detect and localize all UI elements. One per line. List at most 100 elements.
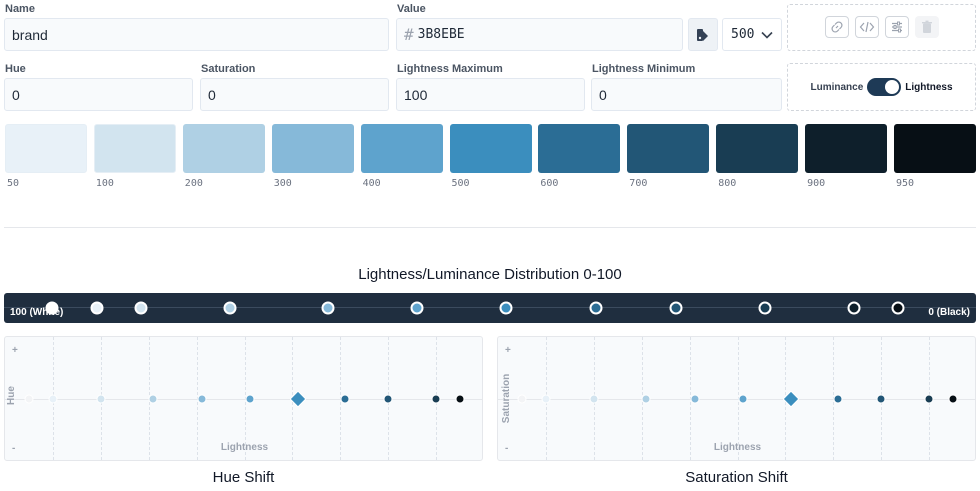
hash-symbol: # [404, 25, 414, 44]
distribution-handle-800[interactable] [758, 301, 772, 315]
hue-x-label: Lightness [220, 442, 269, 453]
name-label: Name [5, 3, 35, 15]
saturation-point-700[interactable] [876, 394, 886, 404]
palette-swatch-600[interactable] [538, 124, 621, 173]
saturation-point-600[interactable] [833, 394, 843, 404]
hue-point-100[interactable] [96, 394, 106, 404]
palette-swatch-500[interactable] [449, 124, 532, 173]
palette-swatch-950[interactable] [894, 124, 976, 173]
trash-icon [922, 20, 932, 33]
distribution-handle-500[interactable] [499, 301, 513, 315]
lightness-min-value: 0 [599, 86, 607, 103]
hue-grid-line [244, 337, 246, 460]
distribution-handle-900[interactable] [847, 301, 861, 315]
distribution-handle-100[interactable] [134, 301, 148, 315]
palette-swatch-50[interactable] [5, 124, 87, 173]
hue-point-50[interactable] [48, 394, 58, 404]
stop-select[interactable]: 500 [722, 18, 782, 51]
palette-stop-label: 500 [451, 178, 470, 189]
settings-button[interactable] [885, 16, 909, 38]
name-value: brand [12, 26, 48, 43]
saturation-label: Saturation [201, 63, 256, 75]
palette-swatch-400[interactable] [360, 124, 443, 173]
hue-point-400[interactable] [245, 394, 255, 404]
distribution-handle-200[interactable] [223, 301, 237, 315]
hex-value: 3B8EBE [417, 27, 465, 42]
distribution-title: Lightness/Luminance Distribution 0-100 [358, 266, 622, 283]
saturation-shift-title: Saturation Shift [685, 469, 788, 486]
lightness-max-value: 100 [404, 86, 428, 103]
section-divider [4, 227, 976, 228]
sliders-icon [892, 21, 902, 33]
hue-label: Hue [5, 63, 26, 75]
saturation-grid-line [689, 337, 691, 460]
name-input[interactable]: brand [4, 18, 389, 51]
hue-input[interactable]: 0 [4, 78, 193, 111]
distribution-handle-300[interactable] [321, 301, 335, 315]
hue-shift-graph[interactable]: + - Hue Lightness [4, 336, 483, 461]
distribution-handle-400[interactable] [410, 301, 424, 315]
distribution-handle-700[interactable] [669, 301, 683, 315]
saturation-point-50[interactable] [541, 394, 551, 404]
distribution-handle-50[interactable] [90, 301, 104, 315]
palette-swatch-100[interactable] [93, 124, 176, 173]
saturation-point-400[interactable] [738, 394, 748, 404]
saturation-point-800[interactable] [924, 394, 934, 404]
hue-point-800[interactable] [431, 394, 441, 404]
mode-toggle-switch[interactable] [867, 78, 902, 96]
palette-stop-label: 950 [896, 178, 915, 189]
saturation-point-white[interactable] [517, 394, 527, 404]
distribution-slider[interactable]: 100 (White) 0 (Black) [4, 293, 976, 323]
distribution-handle-600[interactable] [589, 301, 602, 315]
hex-input[interactable]: # 3B8EBE [396, 18, 683, 51]
hue-minus-label: - [12, 443, 16, 454]
palette-swatch-200[interactable] [182, 124, 265, 173]
lightness-max-input[interactable]: 100 [396, 78, 585, 111]
saturation-x-label: Lightness [713, 442, 762, 453]
toggle-knob [885, 80, 900, 94]
hue-point-white[interactable] [24, 394, 34, 404]
hue-value: 0 [12, 86, 20, 103]
lightness-min-label: Lightness Minimum [592, 63, 696, 75]
saturation-input[interactable]: 0 [200, 78, 389, 111]
lightness-min-input[interactable]: 0 [591, 78, 782, 111]
mode-toggle-panel: Luminance Lightness [787, 63, 976, 111]
white-end-label: 100 (White) [10, 307, 64, 318]
lightness-max-label: Lightness Maximum [397, 63, 503, 75]
hue-point-600[interactable] [340, 394, 350, 404]
distribution-handle-950[interactable] [891, 301, 905, 315]
saturation-point-200[interactable] [641, 394, 651, 404]
palette-stop-label: 300 [273, 178, 292, 189]
hue-point-200[interactable] [148, 394, 158, 404]
distribution-handle-white[interactable] [45, 301, 59, 315]
luminance-label: Luminance [810, 81, 864, 93]
hue-point-700[interactable] [383, 394, 393, 404]
palette-stop-label: 100 [95, 178, 114, 189]
hue-grid-line [196, 337, 198, 460]
delete-button[interactable] [915, 16, 939, 38]
saturation-point-950[interactable] [948, 394, 958, 404]
saturation-point-300[interactable] [690, 394, 700, 404]
palette-stop-label: 900 [807, 178, 826, 189]
palette-stop-label: 700 [629, 178, 648, 189]
palette-stop-label: 400 [362, 178, 381, 189]
saturation-y-label: Saturation [501, 373, 513, 424]
saturation-plus-label: + [505, 345, 511, 356]
saturation-shift-graph[interactable]: + - Saturation Lightness [497, 336, 976, 461]
stop-select-value: 500 [731, 27, 755, 42]
palette-swatch-300[interactable] [271, 124, 354, 173]
code-button[interactable] [855, 16, 879, 38]
hue-plus-label: + [12, 345, 18, 356]
hue-point-300[interactable] [197, 394, 207, 404]
palette-swatch-700[interactable] [627, 124, 710, 173]
hue-point-950[interactable] [455, 394, 465, 404]
palette-swatch-800[interactable] [716, 124, 799, 173]
color-picker-button[interactable] [688, 18, 718, 51]
saturation-minus-label: - [505, 443, 509, 454]
saturation-grid-line [737, 337, 739, 460]
code-icon [859, 21, 875, 33]
saturation-baseline [498, 399, 975, 400]
link-button[interactable] [825, 16, 849, 38]
saturation-point-100[interactable] [589, 394, 599, 404]
palette-swatch-900[interactable] [805, 124, 888, 173]
